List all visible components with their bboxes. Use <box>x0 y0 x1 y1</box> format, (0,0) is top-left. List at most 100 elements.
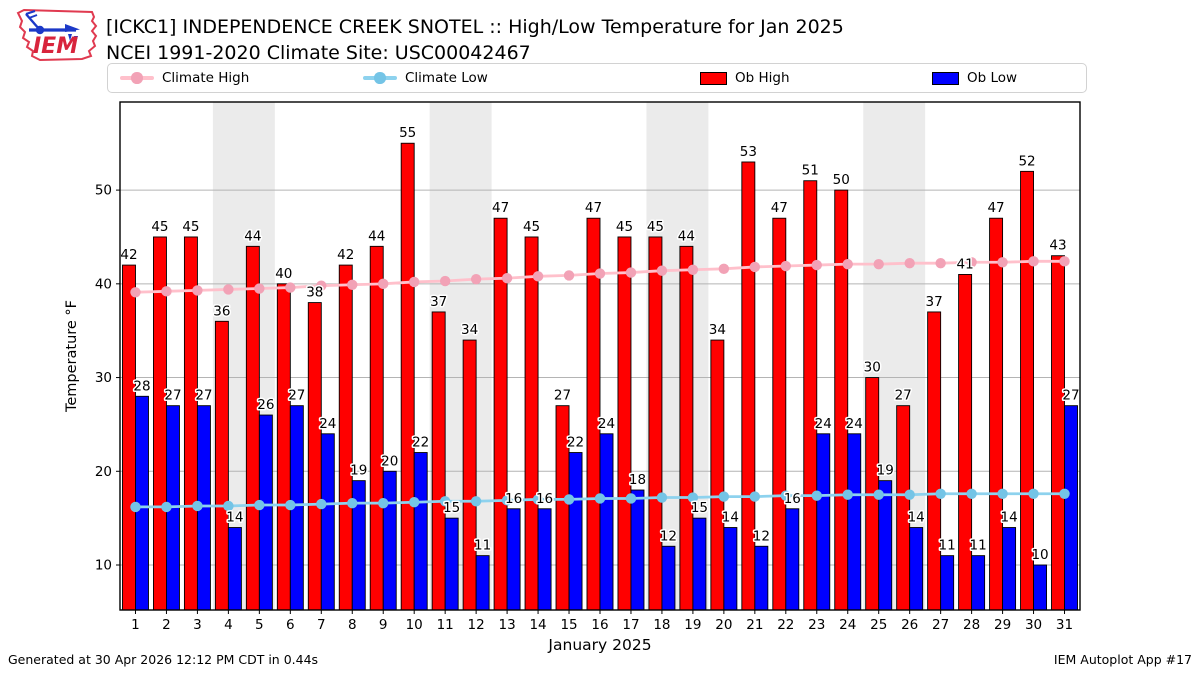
ob-low-bar <box>1064 405 1078 611</box>
ob-high-bar <box>122 264 136 611</box>
ob-high-value-label: 51 <box>802 163 819 179</box>
climate-low-marker <box>625 493 637 504</box>
ob-low-bar <box>692 517 707 611</box>
ob-low-bar <box>258 414 273 611</box>
ob-high-bar <box>276 283 291 611</box>
ob-low-value-label: 14 <box>226 510 243 526</box>
climate-low-marker <box>347 497 358 509</box>
x-tick-label: 2 <box>162 617 171 633</box>
ob-low-bar <box>785 508 800 611</box>
ob-high-value-label: 42 <box>337 247 354 263</box>
ob-low-value-label: 24 <box>319 416 336 432</box>
x-tick-label: 20 <box>715 617 732 633</box>
ob-low-bar <box>506 508 521 611</box>
ob-low-value-label: 27 <box>195 388 212 404</box>
ob-low-bar <box>1002 527 1017 611</box>
ob-high-value-label: 45 <box>182 219 199 235</box>
weathervane-vane-icon <box>65 24 80 32</box>
y-tick-label: 40 <box>95 276 112 292</box>
ob-low-value-label: 16 <box>536 491 553 507</box>
legend-item-ob-high: Ob High <box>700 64 790 92</box>
x-tick-label: 24 <box>839 617 856 633</box>
ob-low-value-label: 24 <box>815 416 832 432</box>
ob-high-value-label: 41 <box>957 256 974 272</box>
ob-low-value-label: 24 <box>598 416 615 432</box>
climate-high-line-icon <box>120 72 154 84</box>
weathervane-drop2-icon <box>74 36 78 43</box>
ob-low-value-label: 14 <box>908 510 925 526</box>
climate-high-marker-icon <box>131 72 143 84</box>
x-tick-label: 9 <box>379 617 388 633</box>
ob-high-swatch-icon <box>700 71 727 85</box>
ob-low-bar <box>940 555 955 611</box>
ob-high-value-label: 55 <box>399 125 416 141</box>
legend-item-ob-low: Ob Low <box>932 64 1017 92</box>
x-tick-label: 21 <box>746 617 763 633</box>
climate-high-marker <box>532 271 544 282</box>
climate-low-marker <box>656 492 668 503</box>
climate-high-marker <box>470 273 482 285</box>
ob-high-bar <box>214 320 229 611</box>
ob-low-value-label: 14 <box>1000 510 1017 526</box>
ob-high-bar <box>1051 255 1065 611</box>
x-tick-label: 6 <box>286 617 295 633</box>
ob-high-bar <box>1020 170 1034 611</box>
weathervane-flag-icon <box>25 9 36 16</box>
ob-high-bar <box>896 405 911 611</box>
climate-high-marker <box>501 273 513 284</box>
climate-low-marker-icon <box>374 72 386 84</box>
ob-low-value-label: 12 <box>660 528 677 544</box>
ob-high-value-label: 43 <box>1049 238 1066 254</box>
climate-high-marker <box>594 268 606 279</box>
ob-low-bar <box>723 527 738 611</box>
ob-low-value-label: 16 <box>505 491 522 507</box>
climate-high-marker <box>780 260 792 272</box>
climate-low-marker <box>254 499 265 511</box>
climate-high-marker <box>656 265 668 276</box>
ob-high-value-label: 37 <box>430 294 447 310</box>
climate-high-marker <box>1059 256 1070 267</box>
climate-low-marker <box>594 493 606 504</box>
weathervane-drop1-icon <box>68 34 72 41</box>
x-tick-label: 23 <box>808 617 825 633</box>
ob-high-bar <box>524 236 539 611</box>
x-tick-label: 5 <box>255 617 264 633</box>
ob-low-value-label: 22 <box>567 435 584 451</box>
ob-high-bar <box>648 236 663 611</box>
legend-label: Ob Low <box>967 70 1018 86</box>
ob-high-bar <box>958 274 973 611</box>
y-tick-label: 20 <box>95 464 112 480</box>
y-tick-label: 10 <box>95 558 112 574</box>
ob-low-value-label: 11 <box>474 538 491 554</box>
ob-low-value-label: 10 <box>1031 547 1048 563</box>
climate-low-marker <box>687 492 699 503</box>
ob-high-bar <box>617 236 632 611</box>
weathervane-flag2-icon <box>28 14 38 19</box>
climate-low-marker <box>1059 488 1070 499</box>
ob-high-value-label: 53 <box>740 144 757 160</box>
ob-low-bar <box>816 433 831 611</box>
iem-logo: IEM <box>16 8 98 62</box>
climate-high-marker <box>347 279 358 290</box>
x-tick-label: 27 <box>932 617 949 633</box>
climate-high-marker <box>687 264 699 275</box>
ob-high-value-label: 34 <box>709 322 726 338</box>
x-tick-label: 7 <box>317 617 326 633</box>
ob-high-bar <box>679 245 694 611</box>
ob-low-bar <box>909 527 924 611</box>
climate-low-marker <box>161 501 172 513</box>
ob-high-bar <box>989 217 1004 611</box>
x-tick-label: 17 <box>622 617 639 633</box>
climate-high-marker <box>873 258 884 270</box>
ob-low-bar <box>320 433 335 611</box>
ob-low-bar <box>847 433 862 611</box>
climate-high-marker <box>192 285 203 296</box>
climate-high-marker <box>718 263 730 275</box>
x-tick-label: 14 <box>529 617 546 633</box>
ob-low-bar <box>971 555 986 611</box>
climate-low-marker <box>749 491 761 502</box>
x-tick-label: 13 <box>499 617 516 633</box>
ob-low-value-label: 27 <box>288 388 305 404</box>
